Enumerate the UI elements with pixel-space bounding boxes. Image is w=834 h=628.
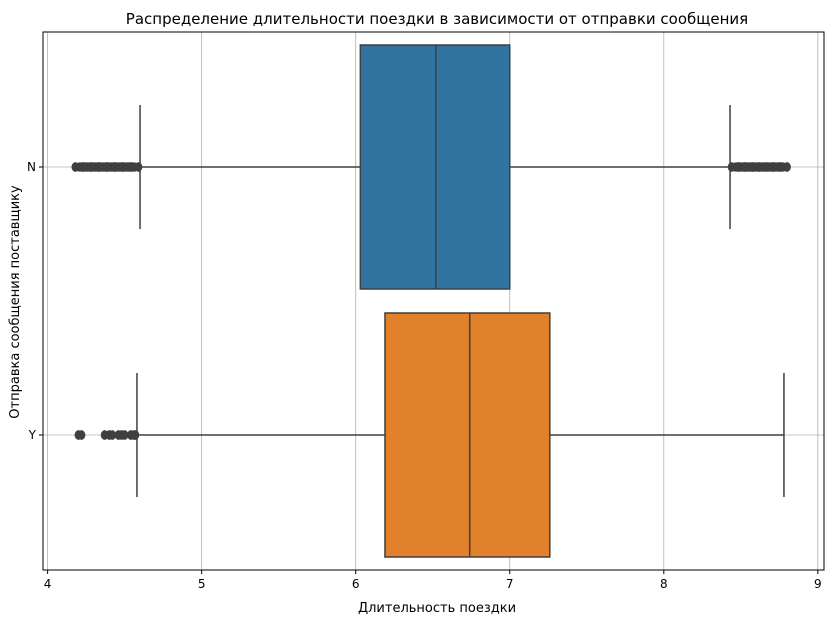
outlier-point	[79, 162, 88, 172]
outlier-point	[131, 430, 140, 440]
y-tick-label: Y	[28, 428, 37, 442]
axes: 4 5 6 7 8 9 N Y	[27, 160, 822, 591]
outlier-point	[95, 162, 103, 172]
plot-area-frame	[42, 31, 825, 571]
outlier-point	[126, 162, 135, 172]
outlier-point	[110, 162, 119, 172]
outlier-point	[776, 162, 784, 172]
x-tick-label: 7	[506, 577, 514, 591]
chart-title: Распределение длительности поездки в зав…	[126, 10, 748, 28]
outlier-point	[748, 162, 757, 172]
outlier-point	[71, 162, 80, 172]
outlier-point	[77, 430, 86, 440]
outlier-point	[741, 162, 750, 172]
box-iqr	[384, 312, 551, 558]
outlier-point	[118, 162, 127, 172]
box-iqr	[359, 44, 511, 290]
outlier-point	[87, 162, 95, 172]
y-tick-label: N	[27, 160, 36, 174]
outlier-point	[103, 162, 111, 172]
x-axis-label: Длительность поездки	[358, 601, 516, 616]
outlier-point	[734, 162, 743, 172]
outlier-point	[727, 162, 736, 172]
x-tick-label: 8	[660, 577, 668, 591]
y-axis-label: Отправка сообщения поставщику	[8, 185, 23, 419]
box-group-y	[74, 312, 785, 558]
outlier-point	[755, 162, 764, 172]
outlier-point	[762, 162, 771, 172]
box-group-n	[71, 44, 791, 290]
outlier-point	[134, 162, 143, 172]
boxes	[71, 44, 791, 558]
outlier-point	[783, 162, 791, 172]
x-tick-label: 9	[814, 577, 822, 591]
outlier-point	[769, 162, 778, 172]
x-tick-label: 5	[198, 577, 206, 591]
x-tick-label: 6	[352, 577, 360, 591]
x-tick-label: 4	[44, 577, 52, 591]
